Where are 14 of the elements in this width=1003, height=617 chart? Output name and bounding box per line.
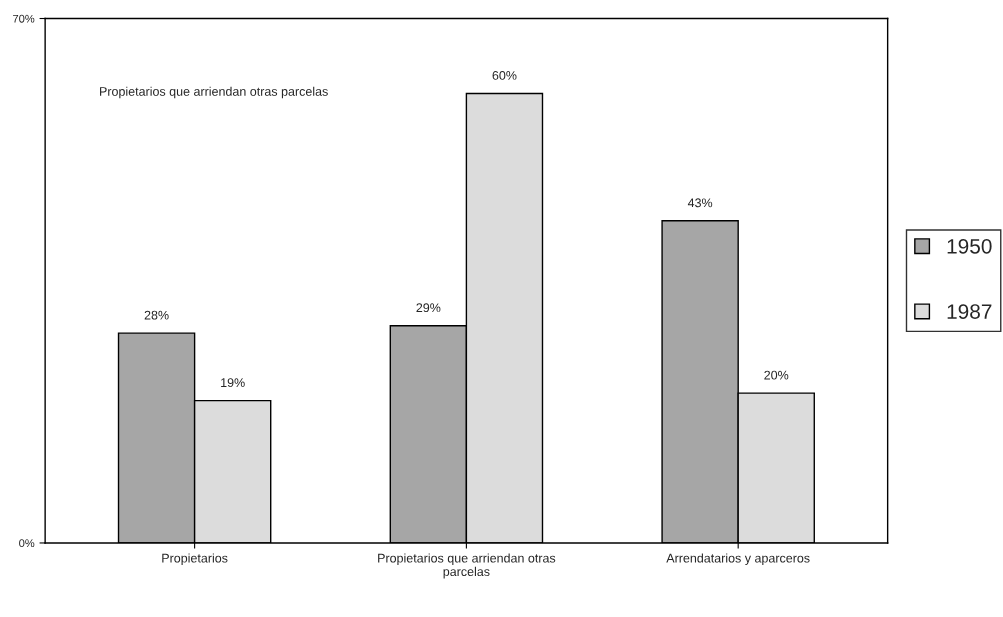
- x-tick-label: Propietarios que arriendan otras parcelas: [378, 553, 556, 579]
- annotation: Propietarios que arriendan otras parcelas: [100, 86, 328, 99]
- data-label: 43%: [687, 198, 713, 208]
- y-tick-label: 70%: [13, 14, 35, 23]
- legend-label: 1950: [947, 238, 992, 254]
- legend-label: 1987: [947, 304, 992, 319]
- data-label: 28%: [144, 310, 169, 320]
- y-tick-label: 0%: [19, 539, 35, 548]
- data-label: 20%: [764, 370, 789, 380]
- data-label: 29%: [416, 303, 441, 313]
- data-label: 60%: [492, 71, 517, 80]
- x-tick-label: Propietarios: [162, 553, 228, 566]
- data-label: 19%: [221, 378, 245, 388]
- x-tick-label: Arrendatarios y aparceros: [666, 553, 810, 566]
